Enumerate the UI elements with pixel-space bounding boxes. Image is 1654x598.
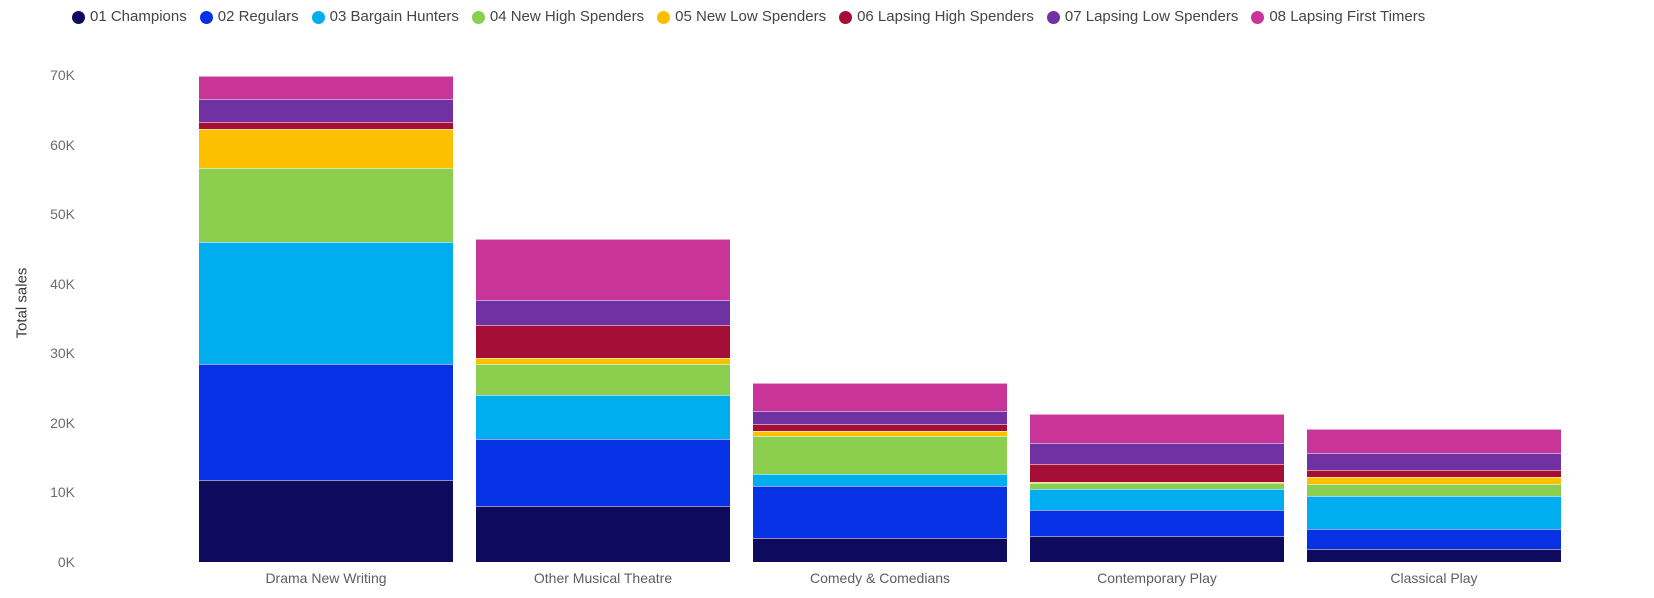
bar-segment-drama-new-writing-05-new-low-spenders[interactable] (199, 128, 453, 169)
y-axis-tick-label: 40K (50, 275, 75, 292)
bar-segment-other-musical-theatre-02-regulars[interactable] (476, 438, 730, 506)
bar-segment-other-musical-theatre-04-new-high-spenders[interactable] (476, 364, 730, 396)
y-axis-tick-label: 70K (50, 67, 75, 83)
bar-segment-comedy-comedians-04-new-high-spenders[interactable] (753, 436, 1007, 474)
y-axis-tick-label: 10K (50, 484, 75, 501)
x-axis-label-classical-play: Classical Play (1390, 570, 1478, 586)
y-axis-tick-label: 50K (50, 206, 75, 223)
legend-dot-icon (471, 10, 485, 24)
bar-segment-classical-play-05-new-low-spenders[interactable] (1307, 477, 1561, 485)
bar-segment-contemporary-play-01-champions[interactable] (1030, 535, 1284, 562)
bar-segment-contemporary-play-06-lapsing-high-spenders[interactable] (1030, 464, 1284, 483)
stacked-bar-comedy-comedians (753, 382, 1007, 562)
bar-segment-other-musical-theatre-06-lapsing-high-spenders[interactable] (476, 324, 730, 359)
legend: 01 Champions 02 Regulars 03 Bargain Hunter… (72, 5, 1614, 29)
bar-segment-comedy-comedians-05-new-low-spenders[interactable] (753, 431, 1007, 437)
bar-segment-other-musical-theatre-08-lapsing-first-timers[interactable] (476, 238, 730, 301)
bar-segment-contemporary-play-08-lapsing-first-timers[interactable] (1030, 414, 1284, 444)
bar-segment-classical-play-06-lapsing-high-spenders[interactable] (1307, 469, 1561, 478)
bar-segment-contemporary-play-04-new-high-spenders[interactable] (1030, 483, 1284, 489)
x-axis-label-contemporary-play: Contemporary Play (1097, 570, 1217, 586)
bar-segment-comedy-comedians-03-bargain-hunters[interactable] (753, 473, 1007, 487)
legend-dot-icon (1046, 10, 1060, 24)
legend-dot-icon (311, 10, 325, 24)
legend-label: 06 Lapsing High Spenders (857, 8, 1034, 25)
legend-label: 02 Regulars (217, 8, 299, 25)
bar-segment-comedy-comedians-06-lapsing-high-spenders[interactable] (753, 424, 1007, 432)
bar-segment-drama-new-writing-07-lapsing-low-spenders[interactable] (199, 98, 453, 122)
legend-dot-icon (839, 10, 853, 24)
legend-item-06-lapsing-high-spenders[interactable]: 06 Lapsing High Spenders (839, 5, 1034, 29)
bar-segment-other-musical-theatre-05-new-low-spenders[interactable] (476, 358, 730, 365)
legend-dot-icon (1251, 10, 1265, 24)
legend-dot-icon (199, 10, 213, 24)
x-axis-label-comedy-comedians: Comedy & Comedians (809, 570, 951, 586)
bar-segment-comedy-comedians-01-champions[interactable] (753, 537, 1007, 562)
bar-segment-drama-new-writing-03-bargain-hunters[interactable] (199, 241, 453, 365)
legend-label: 01 Champions (90, 8, 187, 25)
x-axis-label-other-musical-theatre: Other Musical Theatre (533, 570, 673, 586)
bar-segment-drama-new-writing-01-champions[interactable] (199, 479, 453, 562)
stacked-bar-drama-new-writing (199, 75, 453, 562)
x-axis-label-drama-new-writing: Drama New Writing (265, 570, 387, 586)
legend-item-01-champions[interactable]: 01 Champions (72, 5, 187, 29)
stacked-bar-classical-play (1307, 429, 1561, 562)
legend-item-05-new-low-spenders[interactable]: 05 New Low Spenders (657, 5, 826, 29)
bar-segment-other-musical-theatre-01-champions[interactable] (476, 505, 730, 562)
stacked-bar-other-musical-theatre (476, 238, 730, 562)
bar-segment-comedy-comedians-07-lapsing-low-spenders[interactable] (753, 411, 1007, 425)
y-axis-tick-label: 30K (50, 345, 75, 362)
legend-item-03-bargain-hunters[interactable]: 03 Bargain Hunters (311, 5, 459, 29)
bar-segment-comedy-comedians-08-lapsing-first-timers[interactable] (753, 382, 1007, 412)
bar-segment-classical-play-08-lapsing-first-timers[interactable] (1307, 429, 1561, 453)
bar-segment-classical-play-02-regulars[interactable] (1307, 529, 1561, 550)
bar-segment-drama-new-writing-02-regulars[interactable] (199, 364, 453, 480)
legend-item-04-new-high-spenders[interactable]: 04 New High Spenders (471, 5, 645, 29)
bar-segment-drama-new-writing-08-lapsing-first-timers[interactable] (199, 75, 453, 99)
legend-dot-icon (72, 10, 85, 24)
bar-segment-contemporary-play-07-lapsing-low-spenders[interactable] (1030, 443, 1284, 465)
legend-label: 03 Bargain Hunters (329, 8, 459, 25)
bar-segment-classical-play-07-lapsing-low-spenders[interactable] (1307, 452, 1561, 470)
bar-segment-classical-play-01-champions[interactable] (1307, 549, 1561, 562)
bar-segment-contemporary-play-05-new-low-spenders[interactable] (1030, 482, 1284, 484)
legend-label: 05 New Low Spenders (675, 8, 827, 25)
bar-segment-other-musical-theatre-03-bargain-hunters[interactable] (476, 395, 730, 439)
stacked-bar-contemporary-play (1030, 414, 1284, 562)
legend-label: 04 New High Spenders (489, 8, 645, 25)
legend-item-02-regulars[interactable]: 02 Regulars (199, 5, 299, 29)
legend-label: 07 Lapsing Low Spenders (1064, 8, 1239, 25)
bar-segment-other-musical-theatre-07-lapsing-low-spenders[interactable] (476, 300, 730, 325)
bar-segment-drama-new-writing-06-lapsing-high-spenders[interactable] (199, 121, 453, 129)
bar-segment-comedy-comedians-02-regulars[interactable] (753, 486, 1007, 538)
bar-segment-drama-new-writing-04-new-high-spenders[interactable] (199, 168, 453, 242)
bar-segment-classical-play-03-bargain-hunters[interactable] (1307, 495, 1561, 530)
bar-segment-classical-play-04-new-high-spenders[interactable] (1307, 484, 1561, 496)
legend-item-07-lapsing-low-spenders[interactable]: 07 Lapsing Low Spenders (1046, 5, 1239, 29)
y-axis-tick-label: 60K (50, 136, 75, 153)
legend-dot-icon (657, 10, 671, 24)
bar-segment-contemporary-play-03-bargain-hunters[interactable] (1030, 488, 1284, 510)
legend-item-08-lapsing-first-timers[interactable]: 08 Lapsing First Timers (1251, 5, 1425, 29)
bar-segment-contemporary-play-02-regulars[interactable] (1030, 509, 1284, 536)
y-axis-tick-label: 0K (57, 554, 75, 570)
y-axis-tick-label: 20K (50, 414, 75, 431)
legend-label: 08 Lapsing First Timers (1269, 8, 1426, 25)
